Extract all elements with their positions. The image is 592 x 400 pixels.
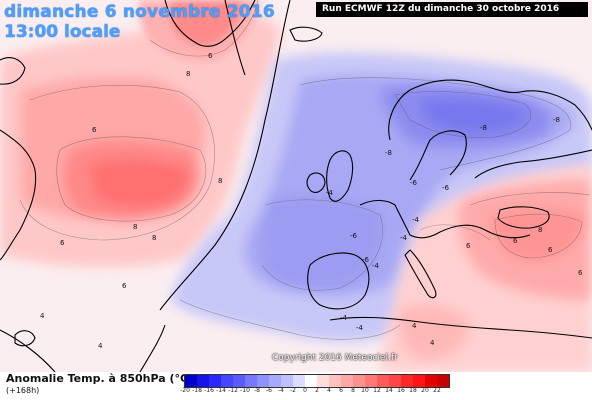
legend-title: Anomalie Temp. à 850hPa (°C) (6, 372, 194, 385)
contour-label: -4 (356, 324, 364, 332)
color-scale-value: 14 (385, 387, 393, 394)
contour-label: 8 (133, 223, 137, 231)
color-scale-value: -16 (204, 387, 214, 394)
time-title: 13:00 locale (4, 22, 121, 42)
legend-footer: Anomalie Temp. à 850hPa (°C) (+168h) -20… (0, 372, 592, 400)
contour-label: 6 (208, 52, 213, 60)
contour-label: 6 (60, 239, 65, 247)
color-scale-value: 12 (373, 387, 381, 394)
contour-label: -6 (410, 179, 418, 187)
forecast-hour-label: (+168h) (6, 386, 40, 395)
contour-label: -4 (340, 314, 348, 322)
color-scale-cell (341, 375, 353, 387)
warm-anomaly-south-east (380, 165, 592, 372)
color-scale-cell (305, 375, 317, 387)
contour-label: 4 (98, 342, 103, 350)
color-scale-value: -4 (278, 387, 284, 394)
contour-label: -4 (400, 234, 408, 242)
color-scale-cell (185, 375, 197, 387)
contour-label: 8 (186, 70, 190, 78)
contour-label: 6 (513, 237, 518, 245)
contour-label: 4 (412, 322, 417, 330)
contour-label: 6 (466, 242, 471, 250)
color-scale-value: -18 (192, 387, 202, 394)
contour-label: 8 (152, 234, 156, 242)
contour-label: 8 (218, 177, 222, 185)
color-scale-value: -10 (240, 387, 250, 394)
cold-anomaly-europe (170, 52, 592, 342)
color-scale-cell (293, 375, 305, 387)
contour-label: -8 (385, 149, 392, 157)
copyright-text: Copyright 2016 Meteociel.fr (272, 353, 398, 363)
color-scale-value: -2 (290, 387, 296, 394)
coastlines (0, 0, 592, 372)
color-scale-cell (377, 375, 389, 387)
color-scale-cell (389, 375, 401, 387)
color-scale-cell (437, 375, 449, 387)
color-scale-value: 4 (327, 387, 331, 394)
date-title: dimanche 6 novembre 2016 (4, 2, 275, 22)
contour-label: 6 (122, 282, 127, 290)
color-scale-value: -20 (180, 387, 190, 394)
contour-label: -8 (553, 116, 560, 124)
contour-label: -6 (442, 184, 450, 192)
run-info-label: Run ECMWF 12Z du dimanche 30 octobre 201… (316, 2, 588, 17)
color-scale-cell (257, 375, 269, 387)
color-scale-cell (317, 375, 329, 387)
contour-label: 4 (40, 312, 45, 320)
color-scale-value: -8 (254, 387, 260, 394)
contour-label: -8 (480, 124, 487, 132)
color-scale-cell (197, 375, 209, 387)
color-scale-cell (281, 375, 293, 387)
color-scale-cell (401, 375, 413, 387)
contour-labels: 8 6 6 8 8 8 6 6 4 4 -8 -8 -8 -6 -6 -6 -6… (40, 52, 583, 350)
color-scale-cell (329, 375, 341, 387)
color-scale-bar (184, 374, 450, 388)
color-scale-cell (425, 375, 437, 387)
color-scale-value: 20 (421, 387, 429, 394)
color-scale-value: -14 (216, 387, 226, 394)
color-scale-value: 0 (303, 387, 307, 394)
color-scale-value: 2 (315, 387, 319, 394)
contour-label: -4 (326, 189, 334, 197)
color-scale-cell (233, 375, 245, 387)
contour-label: -6 (362, 256, 370, 264)
contour-label: -4 (372, 262, 380, 270)
temperature-anomaly-map: 8 6 6 8 8 8 6 6 4 4 -8 -8 -8 -6 -6 -6 -6… (0, 0, 592, 372)
contour-label: 8 (538, 226, 542, 234)
contour-label: -4 (412, 216, 420, 224)
color-scale-cell (245, 375, 257, 387)
contour-label: 6 (548, 246, 553, 254)
color-scale-cell (413, 375, 425, 387)
contour-label: 6 (578, 269, 583, 277)
color-scale-cell (353, 375, 365, 387)
color-scale-cell (269, 375, 281, 387)
anomaly-contours (19, 0, 591, 340)
color-scale-cell (365, 375, 377, 387)
color-scale-value: 8 (351, 387, 355, 394)
color-scale-value: -6 (266, 387, 272, 394)
color-scale-cell (209, 375, 221, 387)
contour-label: 4 (430, 339, 435, 347)
color-scale-value: 18 (409, 387, 417, 394)
color-scale-value: 6 (339, 387, 343, 394)
color-scale-value: -12 (228, 387, 238, 394)
warm-anomaly-atlantic (0, 14, 280, 267)
contour-label: -6 (350, 232, 358, 240)
color-scale-value: 22 (433, 387, 441, 394)
color-scale-value: 10 (361, 387, 369, 394)
color-scale-labels: -20 -18 -16 -14 -12 -10 -8 -6 -4 -2 0 2 4 6 8 10 12 14 16 1… (180, 387, 444, 397)
contour-label: 6 (92, 126, 97, 134)
color-scale-value: 16 (397, 387, 405, 394)
color-scale-cell (221, 375, 233, 387)
